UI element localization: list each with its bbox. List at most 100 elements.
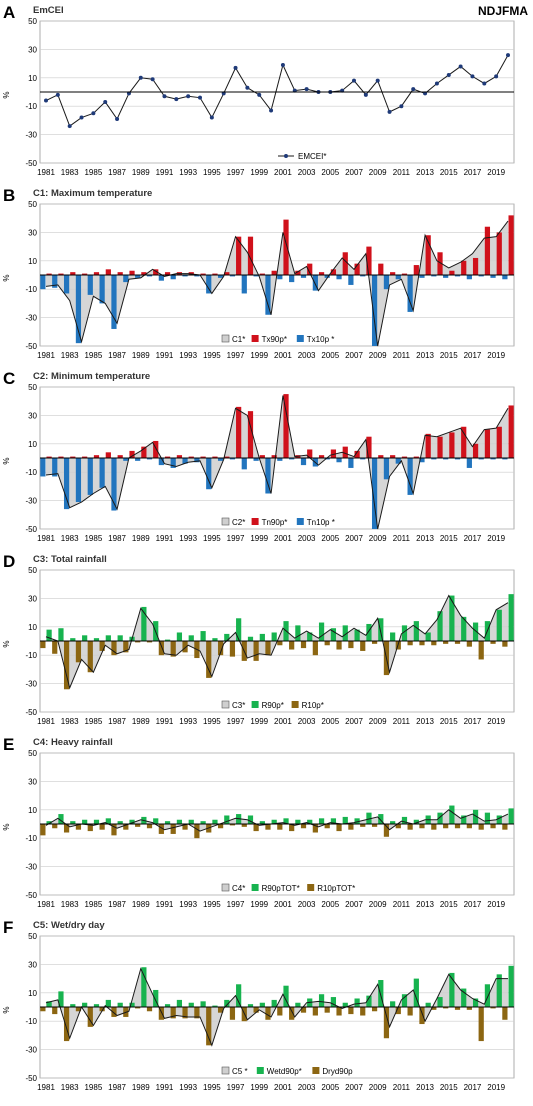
x-tick-label: 1985 [84,168,102,177]
bar-wetd90p [461,988,467,1007]
bar-r90ptot [484,812,491,824]
bar-tx90p [141,272,147,275]
x-tick-label: 2011 [393,1083,411,1092]
y-tick-label: -10 [25,834,37,843]
bar-tx90p [58,273,64,275]
bar-r90ptot [437,812,443,824]
bar-tn10p [241,458,247,470]
bar-r90p [176,632,183,641]
bar-tx90p [484,226,491,275]
bar-tn90p [117,455,123,458]
data-point [269,108,274,113]
bar-tn90p [82,456,88,458]
x-tick-label: 2003 [298,717,316,726]
panel-letter: F [3,918,13,937]
legend-label: Tn90p* [262,518,288,527]
bar-r10p [253,641,259,661]
bar-tn10p [170,458,176,468]
bar-r10p [466,641,472,647]
bar-dryd90p [40,1007,46,1012]
bar-wetd90p [425,1002,431,1007]
bar-r90ptot [496,815,502,824]
y-axis-label: % [2,457,11,464]
bar-r10ptot [265,824,271,830]
bar-r90ptot [449,805,455,824]
bar-r90ptot [176,819,183,824]
y-tick-label: -30 [25,314,37,323]
legend-swatch [251,518,259,525]
x-tick-label: 1981 [37,534,55,543]
x-tick-label: 1999 [250,900,268,909]
x-tick-label: 1991 [156,168,174,177]
bar-wetd90p [508,965,514,1007]
bar-r90ptot [117,821,123,824]
panel-title: EmCEI [33,5,64,16]
legend-label: Wetd90p* [267,1067,302,1076]
bar-wetd90p [82,1002,88,1007]
bar-tx90p [259,273,265,275]
data-point [138,75,143,80]
panel-title: C3: Total rainfall [33,554,107,565]
bar-tx90p [449,270,455,275]
bar-dryd90p [111,1007,117,1017]
bar-tn10p [135,458,141,461]
bar-wetd90p [472,998,479,1007]
data-point [375,78,380,83]
bar-dryd90p [229,1007,236,1020]
bar-tn10p [454,458,461,460]
x-tick-label: 2009 [369,534,387,543]
bar-tn10p [194,458,200,463]
bar-tx10p [395,275,401,280]
bar-wetd90p [484,984,491,1007]
bar-tx10p [490,275,496,278]
bar-tn10p [490,458,496,460]
bar-r90ptot [461,815,467,824]
bar-r90p [188,635,194,641]
bar-tn90p [378,455,384,458]
bar-dryd90p [300,1007,307,1013]
y-tick-label: 50 [28,749,37,758]
bar-r90ptot [413,819,419,824]
bar-dryd90p [182,1007,188,1019]
x-tick-label: 2015 [440,717,458,726]
bar-tn90p [508,405,514,458]
bar-tn90p [318,455,325,458]
bar-r10p [490,641,496,644]
legend-swatch [312,1067,320,1074]
x-tick-label: 2003 [298,534,316,543]
bar-dryd90p [336,1007,342,1016]
data-point [399,104,404,109]
bar-tn90p [390,455,396,458]
x-tick-label: 1981 [37,717,55,726]
bar-r10ptot [454,824,461,829]
data-point [198,95,202,100]
x-tick-label: 1993 [179,351,197,360]
x-tick-label: 1995 [203,1083,221,1092]
legend-label: C4* [232,884,245,893]
bar-r90ptot [105,818,111,824]
data-point [91,111,96,116]
y-axis-label: % [2,91,11,98]
bar-tx10p [300,275,307,278]
bar-r90ptot [70,821,76,824]
index-line [45,594,509,690]
bar-tx10p [170,275,176,280]
bar-tn10p [443,458,449,460]
legend-swatch [221,1066,230,1075]
bar-r90ptot [164,821,171,824]
bar-dryd90p [371,1007,378,1012]
bar-wetd90p [330,997,337,1007]
panel-letter: D [3,552,15,571]
bar-dryd90p [206,1007,212,1046]
bar-r90p [236,618,242,641]
x-tick-label: 2013 [416,351,434,360]
x-tick-label: 1989 [132,168,150,177]
bar-tn10p [146,458,153,460]
y-tick-label: -30 [25,863,37,872]
x-tick-label: 2007 [345,717,363,726]
x-tick-label: 1985 [84,534,102,543]
bar-tx90p [271,270,277,275]
bar-tx10p [478,275,484,277]
bar-tx90p [283,219,289,275]
y-tick-label: 30 [28,777,37,786]
